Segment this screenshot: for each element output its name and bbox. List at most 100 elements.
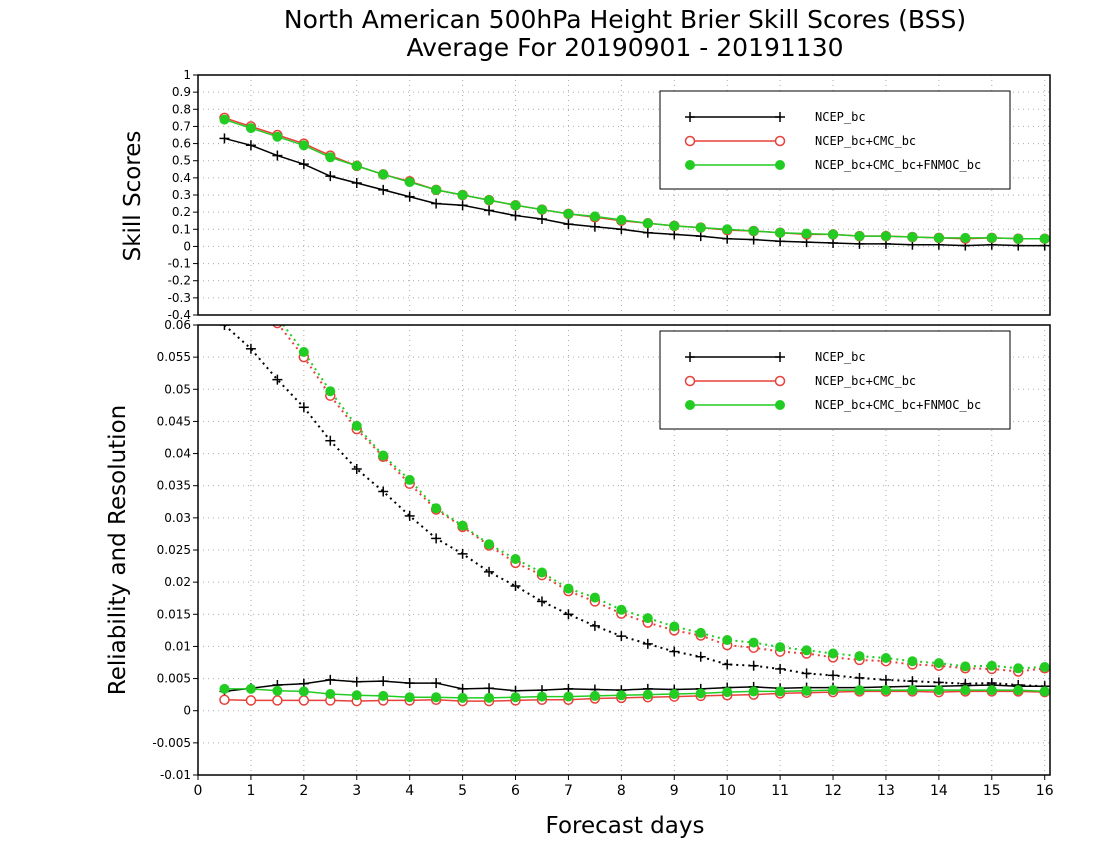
- data-point-circle-filled: [298, 686, 309, 697]
- series-layer: [219, 112, 1050, 251]
- x-tick-label: 0: [194, 783, 203, 799]
- data-point-circle-filled: [695, 627, 706, 638]
- x-tick-label: 10: [718, 783, 736, 799]
- y-tick-label: 0.3: [172, 188, 191, 202]
- data-point-circle-filled: [828, 229, 839, 240]
- y-tick-label: 0.7: [172, 119, 191, 133]
- data-point-circle-filled: [775, 686, 786, 697]
- data-point-circle-filled: [854, 685, 865, 696]
- data-point-plus: [510, 210, 521, 221]
- data-point-circle-filled: [484, 195, 495, 206]
- legend-label: NCEP_bc+CMC_bc+FNMOC_bc: [815, 398, 981, 412]
- y-tick-label: 0.035: [157, 479, 191, 493]
- data-point-plus: [642, 638, 653, 649]
- y-tick-label: -0.005: [152, 736, 191, 750]
- data-point-circle-filled: [854, 231, 865, 242]
- data-point-circle-filled: [563, 208, 574, 219]
- data-point-circle-filled: [431, 184, 442, 195]
- y-tick-label: 0.005: [157, 672, 191, 686]
- data-point-plus: [642, 227, 653, 238]
- data-point-circle-filled: [801, 685, 812, 696]
- data-point-circle-filled: [510, 200, 521, 211]
- data-point-plus: [484, 205, 495, 216]
- data-point-plus: [457, 683, 468, 694]
- data-point-plus: [272, 150, 283, 161]
- data-point-plus: [563, 219, 574, 230]
- data-point-circle-filled: [880, 231, 891, 242]
- data-point-circle-filled: [695, 688, 706, 699]
- y-tick-label: 0.01: [164, 639, 191, 653]
- chart-subtitle: Average For 20190901 - 20191130: [406, 33, 843, 62]
- data-point-plus: [775, 663, 786, 674]
- data-point-plus: [828, 670, 839, 681]
- data-point-circle-filled: [880, 653, 891, 663]
- data-point-circle-filled: [457, 520, 468, 531]
- data-point-circle-filled: [245, 683, 256, 694]
- data-point-circle-filled: [1013, 685, 1024, 696]
- data-point-plus: [325, 435, 336, 446]
- data-point-plus: [404, 191, 415, 202]
- data-point-plus: [378, 676, 389, 687]
- data-point-circle-open: [272, 695, 283, 706]
- data-point-circle-open: [298, 695, 310, 706]
- data-point-plus: [378, 184, 389, 195]
- data-point-circle-filled: [695, 222, 706, 233]
- bottom-y-axis-label: Reliability and Resolution: [105, 405, 131, 695]
- legend-label: NCEP_bc+CMC_bc+FNMOC_bc: [815, 158, 981, 172]
- data-point-circle-filled: [589, 211, 600, 222]
- y-tick-label: 0.1: [172, 222, 191, 236]
- data-point-plus: [748, 660, 759, 671]
- data-point-plus: [457, 548, 468, 559]
- data-point-circle-filled: [457, 692, 468, 703]
- data-point-circle-open: [774, 375, 786, 387]
- data-point-circle-filled: [986, 685, 997, 696]
- x-tick-label: 6: [511, 783, 520, 799]
- data-point-circle-filled: [272, 685, 283, 696]
- data-point-circle-filled: [325, 386, 336, 397]
- data-point-plus: [431, 533, 442, 544]
- y-tick-label: -0.2: [168, 274, 191, 288]
- data-point-circle-filled: [669, 220, 680, 231]
- y-tick-label: 0.5: [172, 154, 191, 168]
- data-point-plus: [351, 178, 362, 188]
- data-point-plus: [431, 678, 442, 689]
- data-point-plus: [325, 171, 336, 182]
- data-point-circle-filled: [1013, 233, 1024, 244]
- x-tick-label: 1: [246, 783, 255, 799]
- y-tick-label: 0.015: [157, 607, 191, 621]
- data-point-circle-filled: [245, 123, 256, 134]
- data-point-circle-filled: [986, 660, 997, 671]
- data-point-circle-filled: [378, 169, 389, 180]
- data-point-circle-filled: [616, 604, 627, 615]
- data-point-circle-filled: [563, 691, 574, 702]
- data-point-plus: [616, 631, 627, 642]
- data-point-circle-filled: [748, 686, 759, 697]
- x-tick-label: 12: [824, 783, 842, 799]
- data-point-circle-filled: [960, 685, 971, 696]
- x-tick-label: 7: [564, 783, 573, 799]
- data-point-plus: [219, 325, 230, 330]
- data-point-plus: [351, 676, 362, 687]
- data-point-circle-filled: [589, 690, 600, 701]
- data-point-plus: [589, 221, 600, 232]
- data-point-circle-open: [684, 375, 696, 387]
- legend: NCEP_bc NCEP_bc+CMC_bc NCEP_bc+CMC_bc+FNMO…: [659, 90, 1011, 190]
- data-point-circle-filled: [986, 232, 997, 243]
- data-point-circle-filled: [775, 400, 785, 410]
- data-point-circle-filled: [933, 685, 944, 696]
- data-point-circle-filled: [722, 635, 733, 645]
- x-axis-label: Forecast days: [546, 813, 705, 839]
- data-point-circle-filled: [325, 689, 336, 699]
- data-point-circle-filled: [933, 232, 944, 243]
- skill-scores-panel: -0.4 -0.3 -0.2 -0.1 0 0.1 0.2 0.3 0.4 0.5 0.6 0.7 0.…: [168, 68, 1051, 322]
- data-point-circle-filled: [351, 160, 362, 171]
- data-point-circle-filled: [775, 160, 785, 170]
- legend-box: [659, 90, 1011, 190]
- data-point-circle-filled: [298, 347, 309, 357]
- data-point-circle-filled: [219, 114, 230, 125]
- data-point-plus: [404, 510, 415, 521]
- data-point-circle-filled: [536, 204, 547, 215]
- data-point-circle-filled: [907, 656, 918, 667]
- y-tick-label: 0.025: [157, 543, 191, 557]
